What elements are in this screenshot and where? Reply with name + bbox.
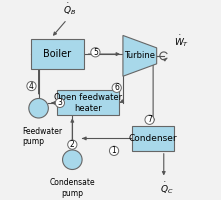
Circle shape — [145, 115, 154, 124]
Polygon shape — [123, 35, 157, 76]
Text: 5: 5 — [93, 48, 98, 57]
Text: Condenser: Condenser — [129, 134, 177, 143]
Circle shape — [68, 140, 77, 149]
Circle shape — [55, 98, 65, 108]
Text: 3: 3 — [57, 98, 62, 107]
Text: Feedwater
pump: Feedwater pump — [23, 127, 63, 146]
Circle shape — [27, 81, 36, 91]
Circle shape — [112, 83, 121, 92]
Text: $\dot{Q}_B$: $\dot{Q}_B$ — [63, 1, 76, 17]
Text: 2: 2 — [70, 140, 75, 149]
Text: Turbine: Turbine — [124, 51, 155, 60]
Circle shape — [91, 48, 100, 57]
Circle shape — [29, 98, 48, 118]
FancyBboxPatch shape — [30, 39, 84, 69]
Text: 6: 6 — [114, 83, 119, 92]
Text: 4: 4 — [29, 82, 34, 91]
Text: 7: 7 — [147, 115, 152, 124]
Text: $\dot{W}_T$: $\dot{W}_T$ — [173, 34, 189, 49]
Text: Condensate
pump: Condensate pump — [50, 178, 95, 198]
Circle shape — [63, 150, 82, 169]
FancyBboxPatch shape — [132, 126, 174, 151]
Text: 1: 1 — [112, 146, 116, 155]
Text: $\dot{Q}_C$: $\dot{Q}_C$ — [160, 180, 173, 196]
FancyBboxPatch shape — [57, 90, 119, 115]
Text: Open feedwater
heater: Open feedwater heater — [54, 93, 122, 113]
Text: Boiler: Boiler — [43, 49, 71, 59]
Circle shape — [109, 146, 119, 155]
